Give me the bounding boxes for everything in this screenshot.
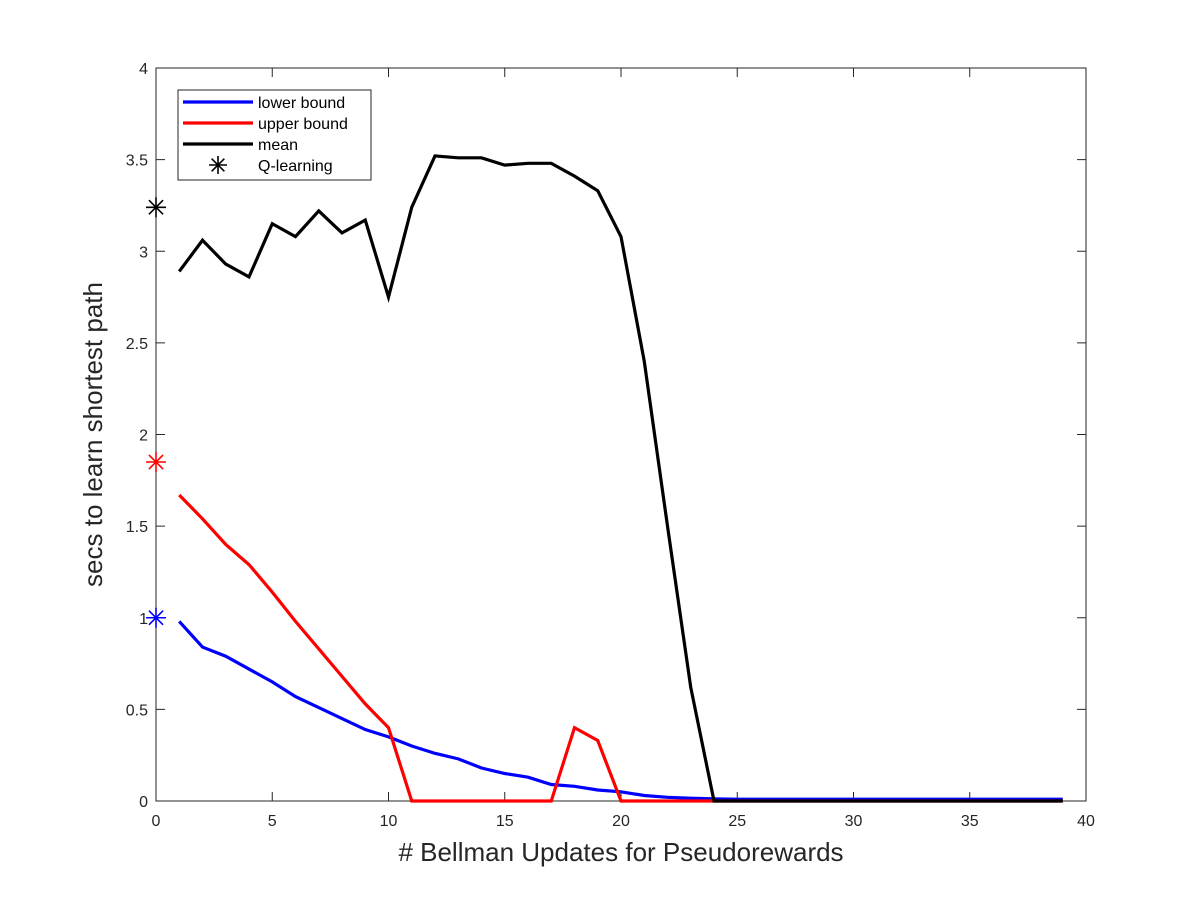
y-tick-label: 3.5	[126, 153, 148, 170]
series-layer	[177, 154, 1063, 803]
legend-label: lower bound	[258, 95, 345, 112]
q-learning-point	[146, 607, 166, 628]
legend-label: mean	[258, 137, 298, 154]
q-learning-point	[146, 197, 166, 218]
legend-label: upper bound	[258, 116, 348, 133]
x-tick-label: 5	[268, 813, 277, 830]
legend: lower bound upper bound mean Q-learning	[177, 89, 372, 181]
y-tick-label: 4	[139, 61, 148, 78]
series-line-mean	[177, 154, 1063, 803]
series-line-upper-bound	[178, 493, 1063, 803]
y-ticks: 0 0.5 1 1.5 2 2.5 3 3.5 4	[126, 61, 1086, 811]
x-tick-label: 25	[728, 813, 746, 830]
x-axis-title: # Bellman Updates for Pseudorewards	[398, 837, 843, 867]
y-tick-label: 0	[139, 794, 148, 811]
legend-swatch	[209, 156, 227, 174]
q-learning-point	[146, 451, 166, 472]
x-tick-label: 40	[1077, 813, 1095, 830]
x-ticks: 0 5 10 15 20 25 30 35 40	[152, 68, 1095, 830]
x-tick-label: 20	[612, 813, 630, 830]
x-tick-label: 0	[152, 813, 161, 830]
y-tick-label: 3	[139, 244, 148, 261]
x-tick-label: 15	[496, 813, 514, 830]
legend-label: Q-learning	[258, 158, 333, 175]
y-tick-label: 1.5	[126, 519, 148, 536]
y-tick-label: 1	[139, 611, 148, 628]
q-learning-markers	[146, 197, 166, 628]
x-tick-label: 35	[961, 813, 979, 830]
y-tick-label: 2.5	[126, 336, 148, 353]
y-tick-label: 2	[139, 428, 148, 445]
series-line-lower-bound	[178, 620, 1063, 801]
x-tick-label: 10	[380, 813, 398, 830]
x-tick-label: 30	[845, 813, 863, 830]
y-tick-label: 0.5	[126, 702, 148, 719]
y-axis-title: secs to learn shortest path	[78, 282, 108, 587]
